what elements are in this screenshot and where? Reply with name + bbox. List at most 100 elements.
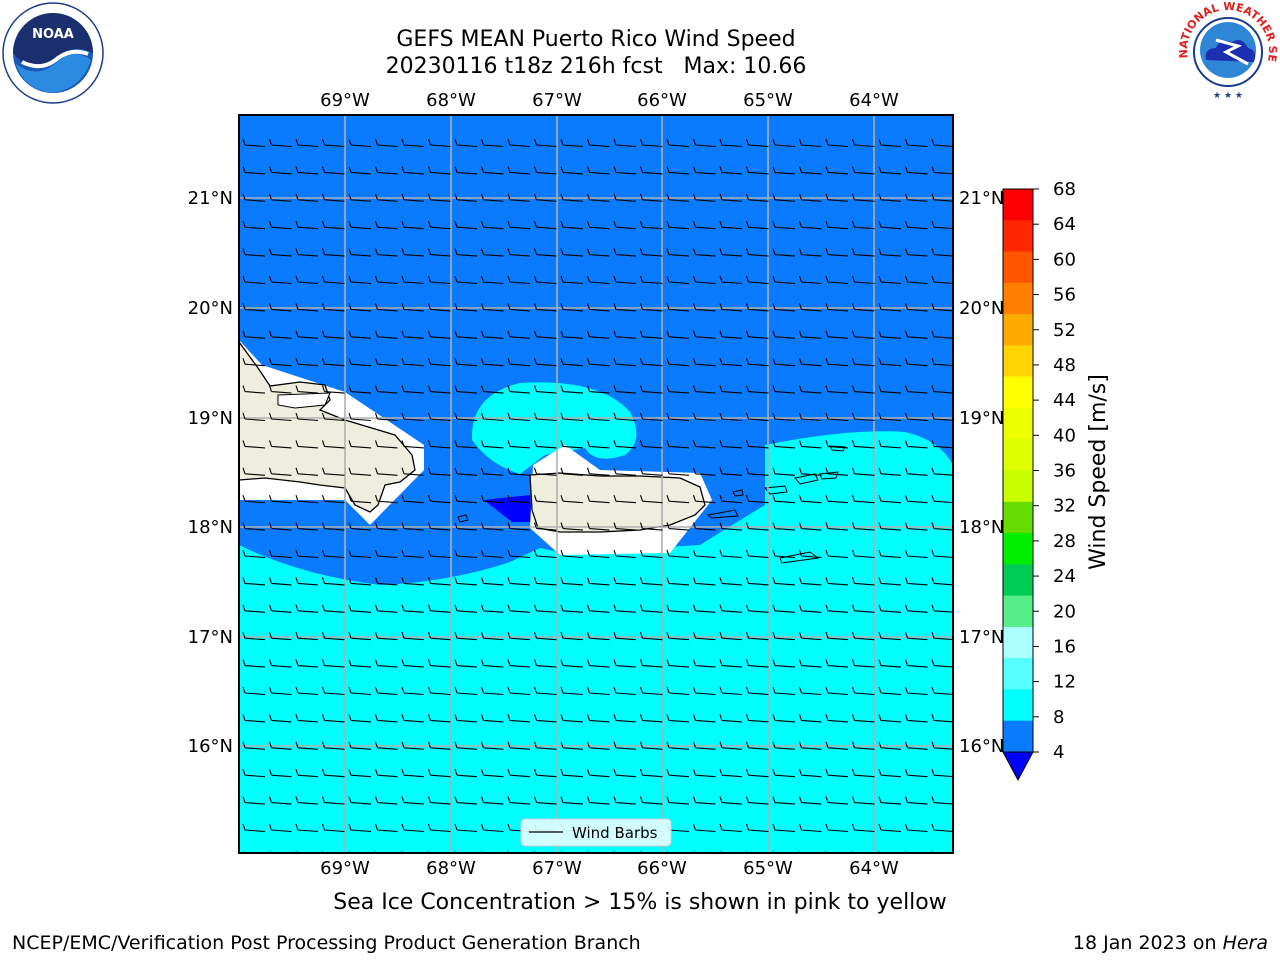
map-gridlines	[239, 115, 953, 853]
wind-barb	[242, 796, 266, 805]
wind-barb	[851, 495, 875, 504]
wind-barb	[242, 577, 266, 586]
wind-barb	[268, 275, 292, 285]
wind-barb	[295, 632, 319, 641]
wind-barb	[798, 166, 822, 175]
wind-barb	[692, 495, 716, 504]
wind-barb	[904, 769, 928, 778]
wind-barb	[904, 686, 928, 696]
colorbar-band	[1003, 251, 1033, 284]
wind-barb	[719, 385, 743, 394]
wind-barb	[321, 221, 345, 230]
wind-barb	[772, 522, 796, 531]
wind-barb	[427, 604, 451, 613]
wind-barb	[825, 741, 849, 750]
wind-barb	[798, 659, 822, 668]
wind-barb	[560, 577, 584, 586]
wind-barb	[480, 604, 504, 613]
wind-barb	[560, 549, 584, 559]
wind-barb	[374, 741, 398, 750]
wind-barb	[719, 549, 743, 559]
wind-barb	[878, 275, 902, 285]
wind-barb	[904, 138, 928, 148]
wind-barb	[295, 495, 319, 504]
wind-barb	[745, 303, 769, 312]
wind-barb	[295, 549, 319, 559]
wind-barb	[321, 303, 345, 312]
colorbar-band	[1003, 189, 1033, 221]
wind-barb	[904, 604, 928, 613]
wind-barb	[427, 659, 451, 668]
wind-barb	[931, 686, 953, 695]
wind-barb	[242, 440, 266, 449]
wind-barb	[586, 796, 610, 805]
wind-barb	[242, 632, 266, 641]
wind-barb	[295, 714, 319, 723]
wind-barb	[878, 385, 902, 394]
wind-barb	[878, 549, 902, 559]
wind-barb	[666, 522, 690, 531]
wind-barb	[401, 412, 425, 422]
wind-barb	[613, 275, 637, 285]
wind-barb	[878, 823, 902, 833]
wind-barb	[639, 495, 663, 504]
colorbar-tick-label: 20	[1053, 601, 1076, 622]
wind-barb	[639, 248, 663, 257]
wind-barb	[560, 166, 584, 175]
colorbar-tick-label: 12	[1053, 672, 1076, 693]
wind-barb	[401, 248, 425, 257]
wind-barb	[401, 577, 425, 586]
wind-barb	[480, 495, 504, 504]
wind-barb	[295, 221, 319, 230]
wind-barb	[427, 495, 451, 504]
wind-barb	[268, 221, 292, 230]
wind-barb	[348, 823, 372, 833]
wind-barb	[613, 385, 637, 394]
wind-barb	[745, 138, 769, 148]
wind-barb	[798, 604, 822, 613]
wind-barb	[374, 549, 398, 559]
wind-barb	[798, 577, 822, 586]
wind-barb	[745, 549, 769, 559]
wind-barb	[480, 275, 504, 285]
wind-barb	[268, 686, 292, 696]
wind-barb	[745, 193, 769, 202]
lat-label-right: 21°N	[959, 188, 1004, 209]
wind-barb	[507, 495, 531, 504]
lon-label-top: 67°W	[532, 90, 582, 111]
colorbar-tick-label: 60	[1053, 249, 1076, 270]
wind-barb	[242, 248, 266, 257]
wind-barb	[639, 385, 663, 394]
wind-barb	[374, 577, 398, 586]
wind-barb	[613, 166, 637, 175]
wind-barb	[454, 221, 478, 230]
wind-barb	[586, 714, 610, 723]
noaa-logo: NOAA	[2, 2, 104, 104]
nws-logo: NATIONAL WEATHER SERVICE ★ ★ ★	[1176, 0, 1279, 102]
lat-label-left: 17°N	[188, 627, 233, 648]
wind-barb	[427, 577, 451, 586]
wind-barb	[268, 330, 292, 339]
colorbar-tick-label: 32	[1053, 496, 1076, 517]
wind-barb	[401, 659, 425, 668]
wind-barb	[851, 796, 875, 805]
wind-barb	[639, 193, 663, 202]
wind-barb	[507, 275, 531, 285]
wind-barb	[586, 769, 610, 778]
wind-barb	[798, 632, 822, 641]
wind-barb	[401, 166, 425, 175]
colorbar-tick-label: 24	[1053, 566, 1076, 587]
wind-barb	[533, 412, 557, 422]
wind-barb	[613, 796, 637, 805]
wind-barb	[719, 686, 743, 696]
wind-barb	[427, 303, 451, 312]
wind-barb	[427, 275, 451, 285]
wind-barb	[348, 193, 372, 202]
wind-barb	[745, 358, 769, 367]
wind-barb	[666, 138, 690, 148]
wind-barb	[904, 741, 928, 750]
wind-barb	[586, 577, 610, 586]
wind-barb	[613, 769, 637, 778]
wind-barb	[613, 659, 637, 668]
wind-barb	[878, 796, 902, 805]
